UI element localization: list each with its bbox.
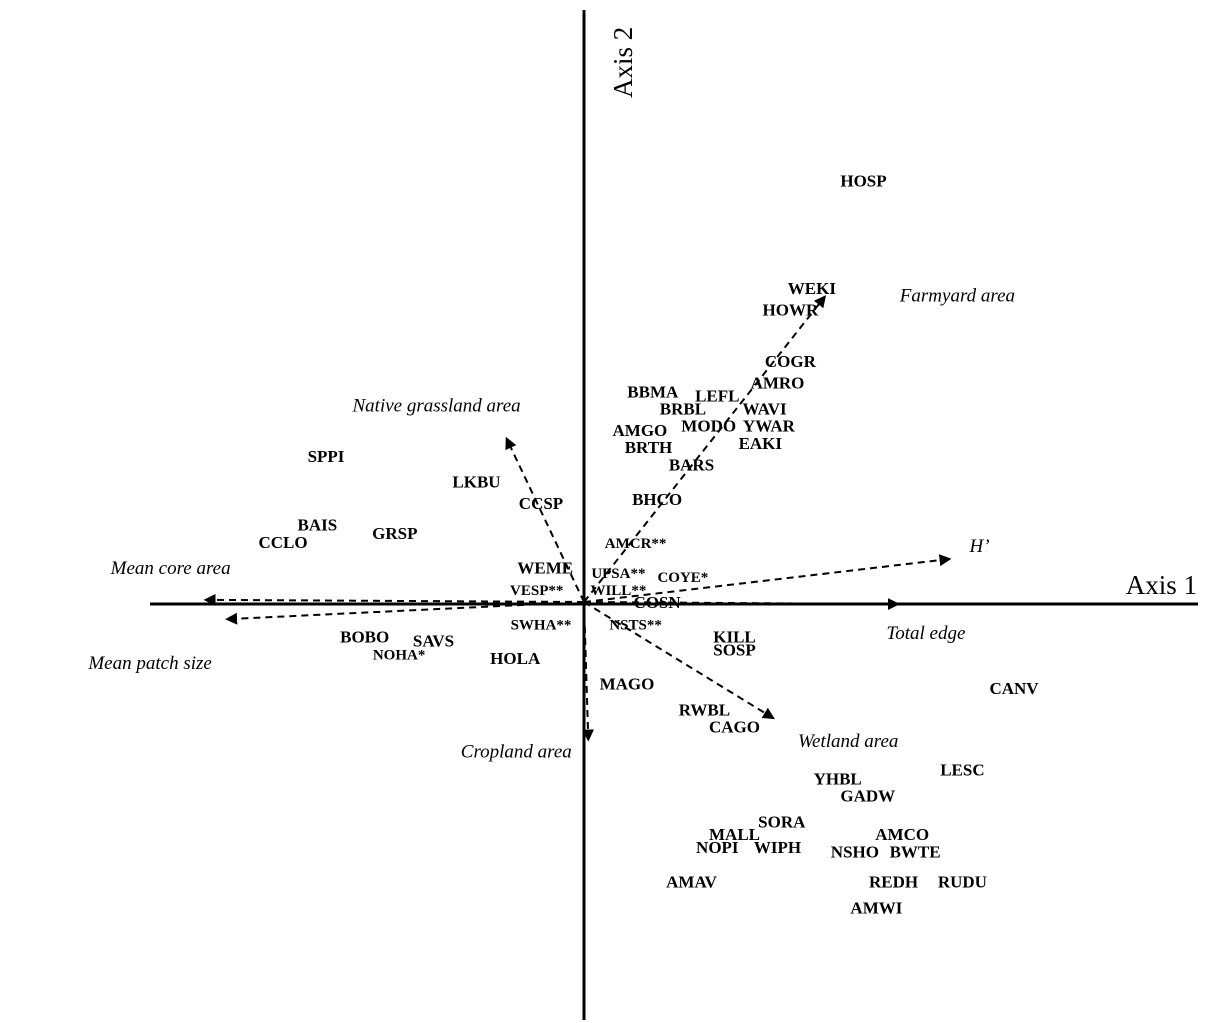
species-point-gadw: GADW [840, 787, 895, 806]
species-point-bars: BARS [669, 455, 714, 474]
species-point-will: WILL** [590, 583, 646, 599]
species-point-sora: SORA [758, 812, 806, 831]
species-point-amgo: AMGO [613, 421, 668, 440]
x-axis-title: Axis 1 [1126, 570, 1197, 600]
species-point-rudu: RUDU [938, 873, 987, 892]
species-point-lkbu: LKBU [452, 473, 500, 492]
vector-label-mean-core-area: Mean core area [110, 558, 231, 579]
species-point-vesp: VESP** [510, 583, 563, 599]
species-point-hosp: HOSP [840, 172, 886, 191]
vector-arrow-native-grassland-area [505, 436, 585, 603]
species-point-sosp: SOSP [713, 640, 756, 659]
y-axis-title: Axis 2 [608, 27, 638, 98]
vector-group: Farmyard area Native grassland area H’ Tota… [87, 286, 1015, 763]
species-point-bais: BAIS [298, 516, 338, 535]
species-point-nsts: NSTS** [609, 618, 662, 634]
vector-label-farmyard-area: Farmyard area [899, 286, 1015, 307]
species-point-brth: BRTH [625, 438, 673, 457]
species-point-grsp: GRSP [372, 524, 417, 543]
species-point-bhco: BHCO [632, 490, 682, 509]
species-point-nopi: NOPI [696, 838, 739, 857]
species-point-amro: AMRO [751, 374, 805, 393]
species-point-bobo: BOBO [340, 627, 389, 646]
vector-label-h: H’ [969, 536, 990, 557]
species-point-noha: NOHA* [373, 648, 426, 664]
species-point-weki: WEKI [788, 279, 837, 298]
species-point-cosn: COSN [633, 593, 681, 612]
species-point-mago: MAGO [600, 675, 655, 694]
species-point-swha: SWHA** [511, 618, 572, 634]
vector-label-mean-patch-size: Mean patch size [87, 653, 211, 674]
species-point-weme: WEME [517, 559, 573, 578]
species-point-sppi: SPPI [308, 447, 345, 466]
species-point-ccsp: CCSP [519, 494, 563, 513]
species-point-coye: COYE* [657, 570, 708, 586]
species-point-cago: CAGO [709, 718, 760, 737]
vector-arrow-h [583, 554, 952, 603]
species-point-nsho: NSHO [831, 842, 879, 861]
species-point-eaki: EAKI [739, 434, 783, 453]
species-point-mall: MALL [709, 825, 760, 844]
species-point-yhbl: YHBL [814, 769, 862, 788]
species-point-amcr: AMCR** [605, 536, 667, 552]
species-point-upsa: UPSA** [591, 566, 645, 582]
vector-arrow-wetland-area [583, 601, 775, 720]
species-point-modo: MODO [681, 417, 736, 436]
species-point-hola: HOLA [490, 649, 541, 668]
vector-arrow-mean-core-area [203, 593, 585, 606]
species-point-amav: AMAV [666, 873, 717, 892]
species-point-cclo: CCLO [258, 533, 307, 552]
species-point-canv: CANV [989, 679, 1039, 698]
species-point-rwbl: RWBL [679, 701, 730, 720]
vector-arrow-total-edge [583, 598, 900, 611]
species-point-cogr: COGR [765, 352, 817, 371]
species-point-lefl: LEFL [695, 387, 739, 406]
species-point-brbl: BRBL [660, 400, 706, 419]
vector-label-total-edge: Total edge [886, 623, 965, 644]
species-point-howr: HOWR [763, 301, 819, 320]
species-point-kill: KILL [713, 627, 756, 646]
species-point-savs: SAVS [413, 632, 454, 651]
vector-label-wetland-area: Wetland area [798, 731, 898, 752]
vector-label-native-grassland-area: Native grassland area [352, 396, 521, 417]
vector-arrow-farmyard-area [583, 295, 827, 603]
species-point-bbma: BBMA [627, 382, 679, 401]
vector-label-cropland-area: Cropland area [461, 742, 572, 763]
species-point-amco: AMCO [875, 825, 929, 844]
species-point-amwi: AMWI [850, 898, 902, 917]
species-point-ywar: YWAR [743, 417, 796, 436]
species-point-wiph: WIPH [754, 838, 801, 857]
species-point-bwte: BWTE [890, 842, 941, 861]
vector-arrow-cropland-area [581, 601, 594, 742]
species-point-redh: REDH [869, 873, 918, 892]
species-point-lesc: LESC [940, 761, 984, 780]
species-point-wavi: WAVI [743, 400, 787, 419]
